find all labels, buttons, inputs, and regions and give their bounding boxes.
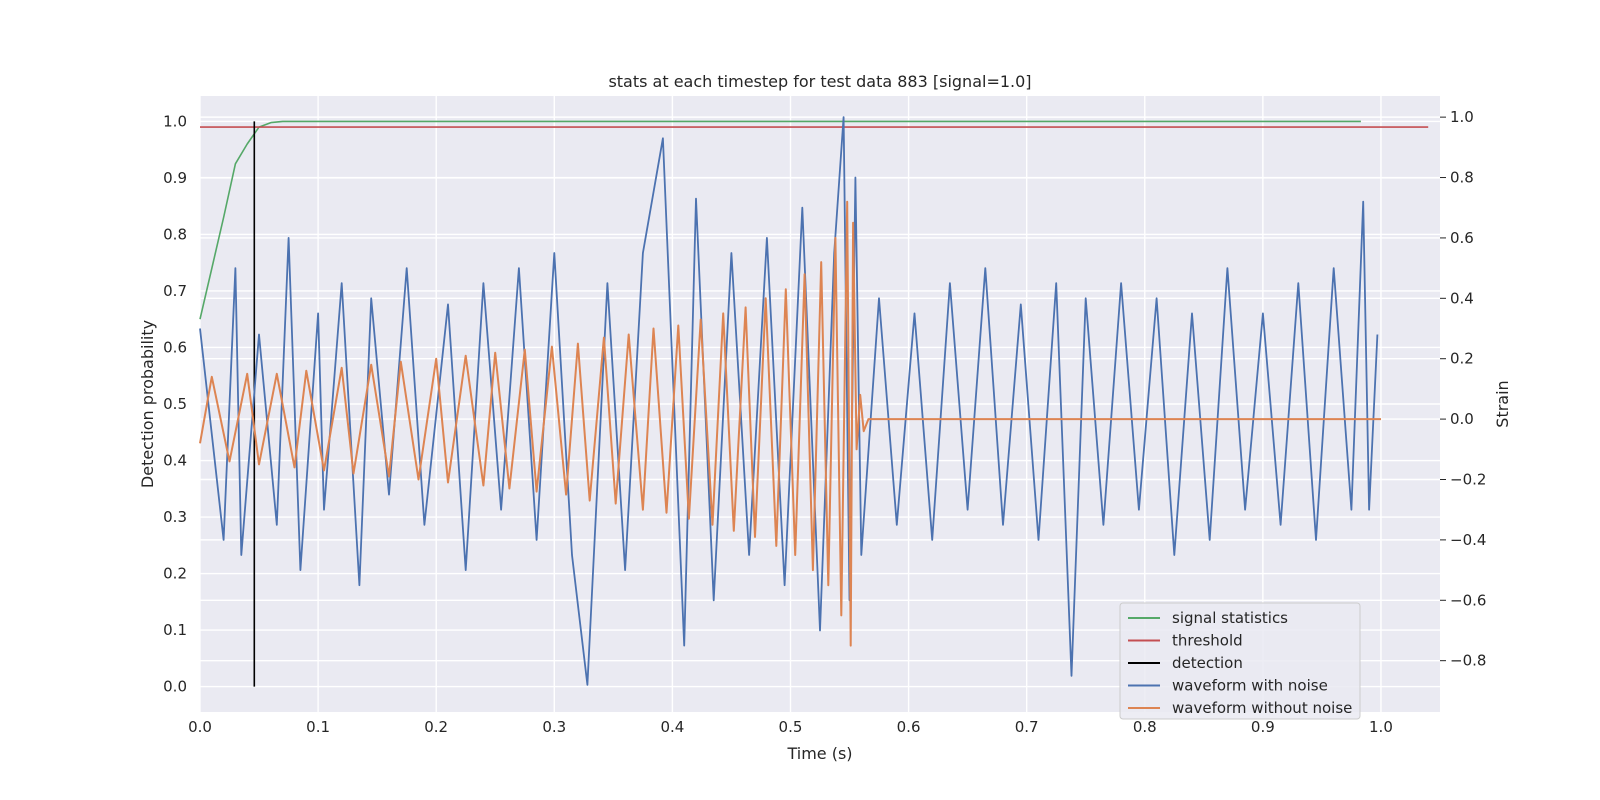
series-signal-statistics-line — [199, 120, 1361, 320]
legend-label: waveform with noise — [1172, 677, 1328, 695]
x-tick-label: 0.4 — [660, 718, 684, 736]
y-tick-label: 0.1 — [163, 621, 187, 639]
y2-tick-label: 0.4 — [1450, 289, 1474, 307]
y2-tick-label: 1.0 — [1450, 108, 1474, 126]
x-tick-label: 0.6 — [897, 718, 921, 736]
x-tick-label: 0.9 — [1251, 718, 1275, 736]
x-axis-label: Time (s) — [786, 744, 852, 763]
x-tick-label: 0.1 — [306, 718, 330, 736]
y2-tick-label: 0.6 — [1450, 229, 1474, 247]
legend: signal statistics threshold detection wavef… — [1119, 602, 1361, 720]
y2-tick-label: −0.8 — [1450, 652, 1486, 670]
y-tick-label: 0.0 — [163, 678, 187, 696]
x-tick-label: 0.2 — [424, 718, 448, 736]
y-axis-label: Detection probability — [138, 320, 157, 488]
x-tick-label: 0.5 — [779, 718, 803, 736]
y-tick-label: 0.7 — [163, 282, 187, 300]
series-waveform-with-noise-line — [199, 116, 1379, 686]
y2-tick-label: 0.0 — [1450, 410, 1474, 428]
x-tick-label: 0.3 — [542, 718, 566, 736]
y-tick-label: 0.9 — [163, 169, 187, 187]
x-tick-label: 1.0 — [1369, 718, 1393, 736]
legend-box — [1119, 602, 1361, 720]
y-tick-label: 0.6 — [163, 338, 187, 356]
y-tick-label: 1.0 — [163, 112, 187, 130]
legend-label: threshold — [1172, 632, 1243, 650]
legend-label: detection — [1172, 654, 1243, 672]
y2-axis-label: Strain — [1493, 380, 1512, 427]
y-tick-label: 0.8 — [163, 225, 187, 243]
x-tick-label: 0.8 — [1133, 718, 1157, 736]
chart-title: stats at each timestep for test data 883… — [608, 72, 1031, 91]
y2-tick-label: −0.2 — [1450, 470, 1486, 488]
tick-labels: 0.0 0.1 0.2 0.3 0.4 0.5 0.6 0.7 0.8 0.9 1.0 0.0 0.1 0… — [163, 108, 1486, 736]
legend-label: waveform without noise — [1172, 699, 1352, 717]
series-layer — [199, 116, 1429, 687]
y-tick-label: 0.4 — [163, 452, 187, 470]
legend-label: signal statistics — [1172, 609, 1288, 627]
y2-tick-label: −0.6 — [1450, 591, 1486, 609]
y-tick-label: 0.3 — [163, 508, 187, 526]
y-tick-label: 0.2 — [163, 565, 187, 583]
y-tick-label: 0.5 — [163, 395, 187, 413]
y2-tick-label: −0.4 — [1450, 531, 1486, 549]
x-tick-label: 0.7 — [1015, 718, 1039, 736]
y2-tick-label: 0.8 — [1450, 169, 1474, 187]
series-waveform-without-noise-line — [199, 200, 1381, 647]
y2-tick-label: 0.2 — [1450, 350, 1474, 368]
x-tick-label: 0.0 — [188, 718, 212, 736]
